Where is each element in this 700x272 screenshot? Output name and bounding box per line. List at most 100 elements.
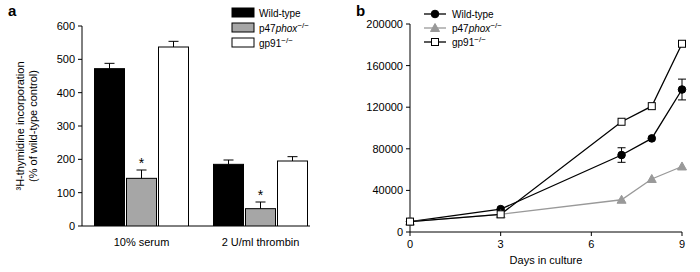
point	[407, 218, 414, 225]
legend-marker	[432, 39, 439, 46]
error-bar	[224, 160, 234, 164]
legend-label: gp91−/−	[259, 36, 293, 50]
legend-text-part: −/−	[474, 35, 486, 44]
x-tick-label: 10% serum	[114, 236, 170, 248]
y-tick-label: 500	[57, 53, 75, 65]
legend-swatch	[232, 23, 254, 32]
y-tick-label: 120000	[366, 101, 403, 113]
y-tick	[78, 92, 82, 93]
y-tick-label: 100	[57, 187, 75, 199]
legend-text-part: p47	[452, 23, 469, 34]
y-tick-label: 200000	[366, 18, 403, 30]
x-tick-label: 9	[679, 238, 685, 250]
plot-area	[406, 40, 687, 225]
axis-label: Days in culture	[510, 254, 583, 266]
x-tick	[682, 232, 683, 236]
legend-text-part: −/−	[297, 21, 309, 30]
error-bar	[105, 63, 115, 68]
point	[617, 195, 626, 203]
y-tick	[78, 192, 82, 193]
legend-label: p47phox−/−	[452, 21, 502, 35]
point	[647, 174, 656, 182]
bar	[246, 209, 276, 226]
point	[618, 118, 625, 125]
legend-marker	[431, 24, 440, 32]
error-cap	[618, 147, 626, 148]
legend-text-part: Wild-type	[452, 9, 494, 20]
point	[618, 151, 626, 159]
error-line	[292, 157, 293, 161]
y-tick	[406, 24, 410, 25]
error-cap	[169, 41, 179, 42]
y-tick-label: 40000	[372, 184, 403, 196]
y-tick	[78, 59, 82, 60]
point	[496, 210, 505, 218]
point	[678, 162, 687, 170]
error-bar	[169, 41, 179, 47]
error-bar	[618, 148, 626, 163]
legend-label: Wild-type	[259, 8, 301, 19]
figure: a³H-thymidine incorporation(% of wild-ty…	[0, 0, 700, 272]
error-line	[260, 202, 261, 209]
panel-b: b 0 40000 80000 120000 160000 200000 0 3 6 9 Days i…	[356, 2, 687, 266]
error-bar	[288, 157, 298, 161]
bar	[278, 161, 308, 226]
y-tick	[78, 126, 82, 127]
bar	[95, 69, 125, 226]
legend-swatch	[232, 8, 254, 17]
legend-text-part: gp91	[259, 38, 282, 49]
y-tick	[78, 159, 82, 160]
y-tick-label: 400	[57, 87, 75, 99]
y-tick	[78, 26, 82, 27]
y-tick-label: 300	[57, 120, 75, 132]
legend-text-part: −/−	[490, 21, 502, 30]
point	[406, 218, 414, 226]
axis-label: (% of wild-type control)	[27, 70, 39, 182]
error-line	[141, 170, 142, 178]
y-axis	[410, 24, 411, 232]
error-line	[228, 160, 229, 164]
x-tick-label: 2 U/ml thrombin	[222, 236, 300, 248]
y-tick	[406, 190, 410, 191]
y-tick	[406, 148, 410, 149]
y-tick-label: 200	[57, 153, 75, 165]
error-line	[109, 63, 110, 68]
legend-text-part: phox	[275, 23, 299, 34]
bar	[214, 164, 244, 226]
point	[679, 40, 686, 47]
y-tick-label: 0	[397, 226, 403, 238]
y-tick	[78, 226, 82, 227]
legend-swatch	[232, 38, 254, 47]
bar	[127, 178, 157, 226]
x-tick	[410, 232, 411, 236]
legend-label: gp91−/−	[452, 35, 486, 49]
error-bar	[678, 79, 686, 100]
series-line	[410, 44, 682, 222]
panel-label: b	[356, 2, 365, 19]
bar	[159, 47, 189, 226]
x-tick	[591, 232, 592, 236]
x-tick-label: 3	[498, 238, 504, 250]
error-cap	[678, 99, 686, 100]
point	[648, 135, 656, 143]
axis-label: ³H-thymidine incorporation	[14, 62, 26, 191]
error-cap	[288, 156, 298, 157]
plot-area	[95, 41, 308, 226]
legend-text-part: phox	[468, 23, 492, 34]
error-bar	[137, 170, 147, 178]
legend-label: Wild-type	[452, 9, 494, 20]
y-tick-label: 80000	[372, 143, 403, 155]
error-line	[173, 41, 174, 47]
legend-text-part: −/−	[281, 36, 293, 45]
point	[678, 86, 686, 94]
legend-text-part: Wild-type	[259, 8, 301, 19]
x-tick-label: 6	[588, 238, 594, 250]
error-cap	[618, 162, 626, 163]
point	[497, 211, 504, 218]
annotation: *	[258, 187, 264, 203]
y-tick-label: 160000	[366, 60, 403, 72]
x-tick-label: 0	[407, 238, 413, 250]
legend-text-part: p47	[259, 23, 276, 34]
panel-a: a³H-thymidine incorporation(% of wild-ty…	[8, 2, 310, 248]
point	[648, 103, 655, 110]
